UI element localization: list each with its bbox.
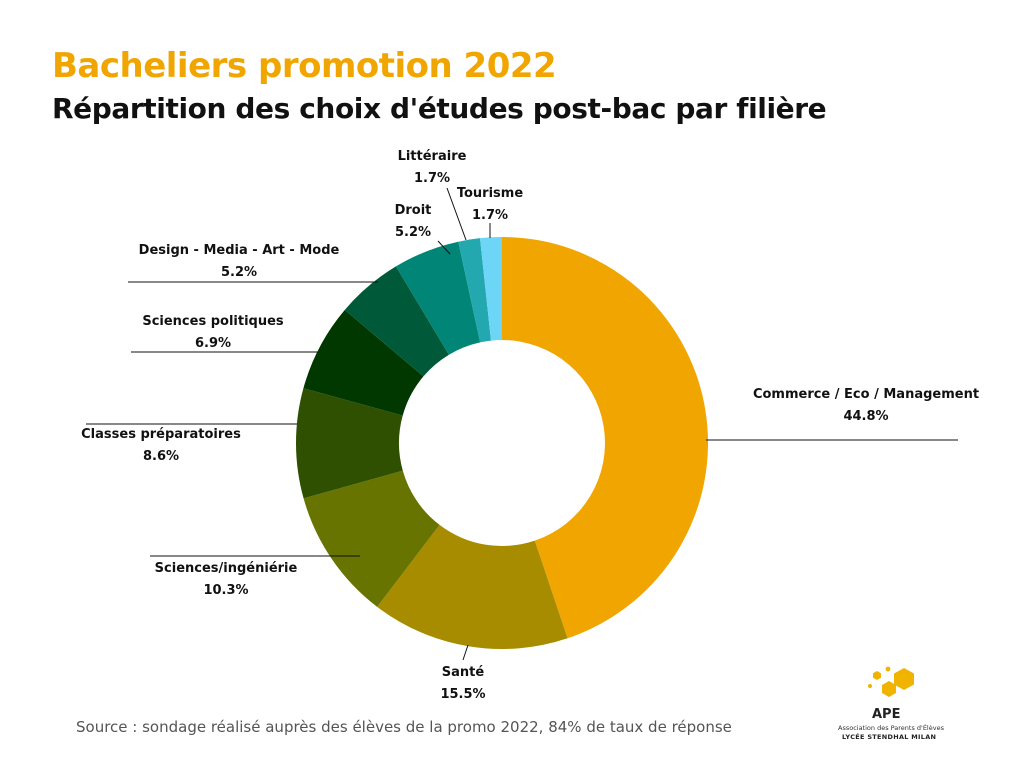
ape-logo: APE Association des Parents d'Élèves LYC… (836, 664, 956, 744)
chart-subtitle: Répartition des choix d'études post-bac … (52, 92, 827, 125)
slice-droit (395, 241, 481, 355)
logo-abbreviation: APE (872, 707, 901, 722)
slice-label-sante: Santé (442, 665, 485, 680)
hexagon-logo-icon (868, 666, 914, 697)
slice-value-tourisme: 1.7% (472, 208, 508, 223)
slice-label-sciences-ingenierie: Sciences/ingéniérie (155, 561, 298, 576)
hexagon-large-icon (894, 668, 914, 690)
slice-sciences-ingenierie (303, 470, 440, 607)
slice-value-design-media-art-mode: 5.2% (221, 265, 257, 280)
slice-label-design-media-art-mode: Design - Media - Art - Mode (139, 243, 340, 258)
hexagon-small-icon (873, 671, 881, 680)
slice-commerce (502, 237, 709, 639)
slice-design-media-art-mode (344, 266, 449, 377)
source-note: Source : sondage réalisé auprès des élèv… (76, 718, 732, 736)
slice-value-sante: 15.5% (440, 687, 485, 702)
slice-litteraire (480, 237, 502, 341)
leader-line-litteraire (446, 187, 467, 241)
chart-title: Bacheliers promotion 2022 (52, 46, 557, 86)
slice-label-sciences-politiques: Sciences politiques (142, 314, 284, 329)
slice-value-commerce: 44.8% (843, 409, 888, 424)
slice-label-tourisme: Tourisme (457, 186, 523, 201)
slice-labels: Commerce / Eco / Management 44.8% Santé 15.… (81, 149, 979, 702)
logo-school: LYCÉE STENDHAL MILAN (842, 733, 937, 741)
slice-label-commerce: Commerce / Eco / Management (753, 387, 979, 402)
slice-label-litteraire: Littéraire (398, 149, 467, 164)
hexagon-medium-icon (882, 681, 896, 697)
leader-lines (86, 187, 958, 661)
slice-label-classes-preparatoires: Classes préparatoires (81, 427, 241, 442)
dot-icon (885, 666, 891, 672)
donut-slices (296, 237, 709, 649)
slice-classes-preparatoires (296, 388, 403, 499)
slice-value-sciences-politiques: 6.9% (195, 336, 231, 351)
slice-tourisme (458, 238, 492, 343)
leader-line-droit (437, 240, 451, 255)
slice-sante (377, 524, 568, 649)
slice-value-sciences-ingenierie: 10.3% (203, 583, 248, 598)
dot-icon (868, 684, 872, 688)
leader-line-sante (462, 644, 469, 661)
slice-value-droit: 5.2% (395, 225, 431, 240)
logo-association: Association des Parents d'Élèves (838, 724, 944, 732)
slice-label-droit: Droit (395, 203, 432, 218)
slice-value-litteraire: 1.7% (414, 171, 450, 186)
slice-sciences-politiques (303, 309, 424, 416)
slice-value-classes-preparatoires: 8.6% (143, 449, 179, 464)
